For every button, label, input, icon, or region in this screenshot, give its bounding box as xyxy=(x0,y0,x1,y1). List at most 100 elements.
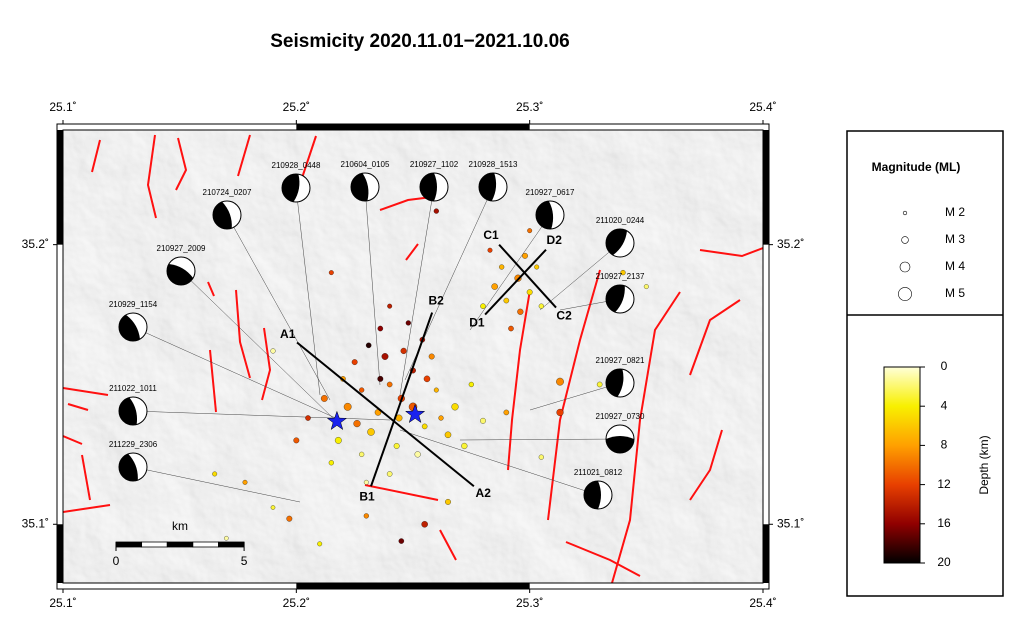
colorbar-label: Depth (km) xyxy=(977,435,991,494)
profile-line xyxy=(370,312,434,487)
profile-line xyxy=(484,248,547,316)
fault xyxy=(699,247,763,258)
y-tick-label: 35.2˚ xyxy=(777,237,804,251)
fault xyxy=(81,454,91,501)
earthquake xyxy=(428,353,435,360)
earthquake xyxy=(517,308,524,315)
x-tick-label: 25.2˚ xyxy=(283,100,310,114)
scale-segment xyxy=(166,541,194,548)
fault xyxy=(261,327,272,401)
leader-line xyxy=(529,382,621,411)
earthquake xyxy=(556,408,564,416)
beachball-compression xyxy=(584,481,601,509)
legend-label: M 2 xyxy=(945,205,965,219)
beachball xyxy=(419,172,449,202)
earthquake xyxy=(242,479,248,485)
scale-segment xyxy=(115,541,143,548)
mechanism-label: 210927_0730 xyxy=(596,412,645,421)
profile-label: D1 xyxy=(469,315,485,329)
mechanism-label: 210928_1513 xyxy=(469,160,518,169)
earthquake xyxy=(393,443,400,449)
mainshock-star xyxy=(326,410,348,431)
earthquake xyxy=(398,538,405,544)
beachball-compression xyxy=(119,453,138,481)
profile-label: A1 xyxy=(280,327,296,341)
earthquake xyxy=(538,303,544,309)
leader-line xyxy=(399,186,435,396)
mechanism-label: 211020_0244 xyxy=(596,216,645,225)
beachball xyxy=(478,172,508,202)
scale-bar: 0 5 km xyxy=(113,519,248,568)
earthquake xyxy=(328,270,334,276)
leader-line xyxy=(180,270,336,421)
profile-label: A2 xyxy=(476,486,492,500)
mechanism-label: 210927_1102 xyxy=(410,160,459,169)
earthquake xyxy=(421,521,428,528)
earthquake xyxy=(438,415,444,421)
earthquake xyxy=(538,454,544,460)
mechanism-label: 210927_0821 xyxy=(596,356,645,365)
mechanism-label: 211229_2306 xyxy=(109,440,158,449)
earthquake xyxy=(270,505,276,510)
earthquake xyxy=(320,395,328,402)
earthquake xyxy=(487,247,493,253)
earthquake xyxy=(643,284,649,290)
legend-symbol xyxy=(901,236,909,244)
fault xyxy=(67,403,89,411)
earthquake xyxy=(556,377,564,386)
fault xyxy=(405,243,419,261)
fault xyxy=(175,137,188,191)
colorbar-tick-label: 0 xyxy=(941,359,948,373)
fault xyxy=(364,484,439,501)
beachball xyxy=(118,452,148,482)
beachball xyxy=(535,200,565,230)
y-tick-label: 35.1˚ xyxy=(777,516,804,530)
beachball xyxy=(605,424,635,454)
earthquake xyxy=(400,347,407,354)
fault xyxy=(209,349,217,413)
earthquake xyxy=(359,451,365,457)
leader-line xyxy=(295,187,321,396)
legend-title: Magnitude (ML) xyxy=(872,160,961,174)
earthquake xyxy=(527,228,533,234)
legend-symbol xyxy=(899,261,911,273)
colorbar-tick-label: 16 xyxy=(937,516,951,530)
earthquake xyxy=(224,535,229,541)
mechanism-label: 210927_0617 xyxy=(526,188,575,197)
fault xyxy=(689,429,723,501)
earthquake xyxy=(433,387,439,393)
profiles: A1 A2 B1 B2 C1 C2 D1 D2 xyxy=(280,228,572,504)
x-tick-label: 25.4˚ xyxy=(749,100,776,114)
profile-line xyxy=(296,341,475,488)
fault xyxy=(63,387,109,396)
colorbar-tick-label: 12 xyxy=(937,477,951,491)
legend-label: M 5 xyxy=(945,286,965,300)
hillshade xyxy=(63,130,763,583)
earthquake xyxy=(386,381,393,388)
leader-line xyxy=(132,410,391,421)
fault xyxy=(207,281,215,297)
frame-bar xyxy=(763,524,769,583)
beachball xyxy=(118,396,148,426)
beachball-compression xyxy=(478,173,497,201)
beachball-compression xyxy=(213,201,232,229)
leader-line xyxy=(539,242,621,311)
frame-bar xyxy=(296,583,530,589)
fault xyxy=(63,504,111,513)
legend-label: M 4 xyxy=(945,259,965,273)
colorbar-ramp xyxy=(883,366,921,564)
earthquake xyxy=(445,498,451,505)
title: Seismicity 2020.11.01−2021.10.06 xyxy=(270,31,570,52)
mechanism-label: 211021_0812 xyxy=(574,468,623,477)
beachball xyxy=(605,284,635,314)
earthquake xyxy=(270,348,276,354)
beachball xyxy=(605,228,635,258)
earthquake xyxy=(423,375,431,383)
leader-line xyxy=(459,438,621,441)
mechanism-label: 210929_1154 xyxy=(109,300,158,309)
beachball xyxy=(583,480,613,510)
earthquake xyxy=(365,342,372,349)
earthquake xyxy=(377,325,384,332)
mechanism-label: 210927_2009 xyxy=(157,244,206,253)
earthquake xyxy=(343,402,352,411)
